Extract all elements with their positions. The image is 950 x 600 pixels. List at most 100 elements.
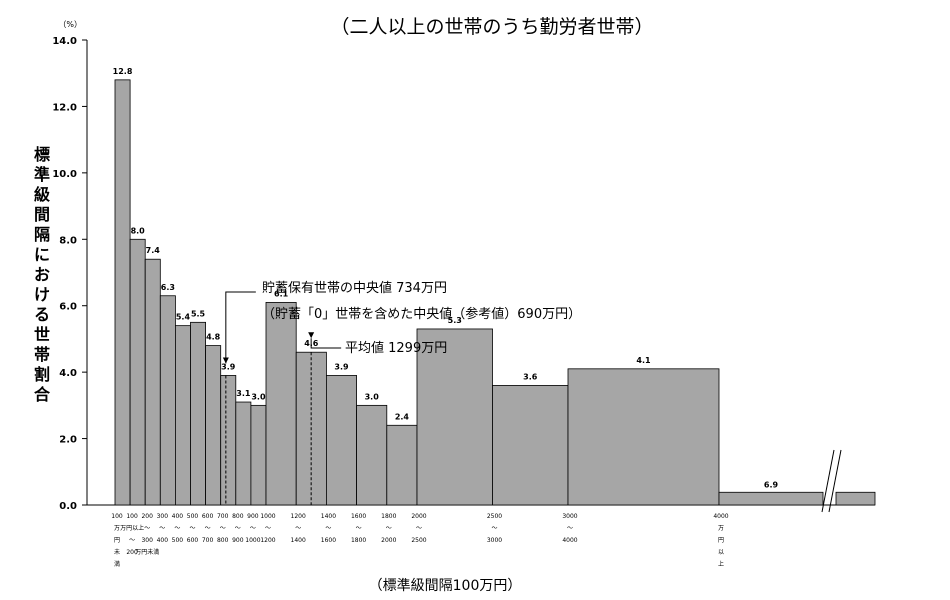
bar [567, 368, 720, 506]
x-tick-label: 〜 [356, 525, 362, 532]
x-tick-label: 〜 [144, 525, 150, 532]
x-tick-label: 3000 [562, 513, 577, 520]
y-tick-label: 0.0 [59, 501, 77, 512]
median-annotation-line1: 貯蓄保有世帯の中央値 734万円 [262, 280, 447, 296]
bar [356, 404, 388, 506]
x-tick-label: 600 [187, 537, 199, 544]
x-tick-label: 円 [114, 537, 120, 544]
x-tick-label: 100 [111, 513, 123, 520]
x-tick-label: 1000 [260, 513, 275, 520]
x-tick-label: 満 [114, 560, 120, 568]
bar [129, 238, 146, 506]
x-tick-label: 400 [172, 513, 184, 520]
x-tick-label: 〜 [235, 525, 241, 532]
bar-continuation [835, 491, 876, 506]
mean-arrowhead [308, 332, 315, 339]
x-tick-label: 700 [202, 537, 214, 544]
x-tick-label: 800 [217, 537, 229, 544]
axis-break-mark [821, 449, 835, 513]
median-pointer [225, 291, 256, 364]
x-tick-label: 1600 [321, 537, 336, 544]
x-tick-label: 100 [126, 513, 138, 520]
y-axis-label-char: 割 [34, 365, 50, 384]
bar-value-label: 6.3 [161, 283, 175, 292]
bar-value-label: 4.1 [636, 356, 651, 365]
x-tick-label: 600 [202, 513, 214, 520]
x-tick-label: 〜 [416, 525, 422, 532]
x-tick-label: 200 [141, 513, 153, 520]
y-axis-label-char: 級 [34, 185, 50, 204]
y-axis-label-char: 帯 [34, 345, 50, 364]
x-tick-label: 2500 [487, 513, 502, 520]
bar-value-label: 8.0 [131, 226, 146, 235]
x-tick-label: 〜 [386, 525, 392, 532]
bar [205, 345, 222, 506]
bar [250, 404, 267, 506]
x-tick-label: 1200 [260, 537, 275, 544]
x-tick-label: 上 [718, 560, 724, 568]
y-axis-label-char: 準 [34, 165, 50, 184]
bar-value-label: 5.5 [191, 309, 206, 318]
x-tick-label: 200 [126, 549, 138, 556]
y-tick-label: 4.0 [59, 368, 77, 379]
bar-value-label: 6.9 [764, 480, 779, 489]
bar-value-label: 12.8 [113, 67, 133, 76]
x-tick-label: 円 [718, 537, 724, 544]
median-annotation-line2: （貯蓄「0」世帯を含めた中央値（参考値）690万円） [262, 306, 581, 322]
bar-value-label: 6.1 [274, 289, 289, 298]
mean-annotation: 平均値 1299万円 [345, 340, 447, 356]
bar-value-label: 3.9 [334, 362, 349, 371]
x-tick-label: 2000 [381, 537, 396, 544]
y-axis-unit: （%） [58, 20, 82, 29]
bar [190, 321, 206, 506]
bar [718, 491, 824, 506]
y-axis-label-char: 隔 [34, 225, 50, 244]
annotations: 貯蓄保有世帯の中央値 734万円 （貯蓄「0」世帯を含めた中央値（参考値）690… [222, 280, 581, 505]
bar-value-label: 3.1 [236, 389, 251, 398]
y-axis-label-char: に [34, 245, 50, 264]
x-tick-label: 400 [157, 537, 169, 544]
x-tick-label: 〜 [159, 525, 165, 532]
x-tick-label: 1800 [381, 513, 396, 520]
x-tick-label: 万 [718, 525, 724, 532]
x-tick-label: 500 [187, 513, 199, 520]
y-tick-label: 12.0 [52, 102, 77, 113]
x-tick-label: 〜 [567, 525, 573, 532]
x-tick-label: 700 [217, 513, 229, 520]
bar [220, 375, 237, 506]
x-tick-label: 〜 [205, 525, 211, 532]
x-tick-label: 500 [172, 537, 184, 544]
bar [386, 424, 418, 506]
x-tick-label: 1000 [245, 537, 260, 544]
bar-value-label: 7.4 [146, 246, 161, 255]
x-tick-label: 2500 [411, 537, 426, 544]
x-tick-label: 〜 [174, 525, 180, 532]
x-tick-label: 2000 [411, 513, 426, 520]
y-axis-label-char: 世 [34, 325, 50, 344]
bar [235, 401, 252, 506]
x-tick-label: 〜 [295, 525, 301, 532]
x-tick-label: 3000 [487, 537, 502, 544]
x-tick-label: 〜 [491, 525, 497, 532]
bar-value-label: 3.0 [365, 392, 380, 401]
bar-value-label: 4.8 [206, 333, 221, 342]
bar [114, 79, 131, 506]
x-tick-label: 800 [232, 513, 244, 520]
x-tick-label: 4000 [562, 537, 577, 544]
y-axis-label-char: け [34, 285, 50, 304]
bar-value-label: 3.0 [251, 392, 266, 401]
chart-title: （二人以上の世帯のうち勤労者世帯） [330, 16, 653, 38]
bar [492, 385, 569, 506]
bar [265, 301, 297, 506]
bar [174, 325, 191, 506]
x-tick-label: 300 [157, 513, 169, 520]
x-tick-label: 万 [114, 525, 120, 532]
bar [325, 375, 357, 506]
x-tick-label: 4000 [713, 513, 728, 520]
y-axis-label-char: 合 [34, 385, 51, 404]
x-tick-label: 〜 [220, 525, 226, 532]
x-tick-label: 1200 [291, 513, 306, 520]
x-axis-label: （標準級間隔100万円） [369, 578, 522, 594]
